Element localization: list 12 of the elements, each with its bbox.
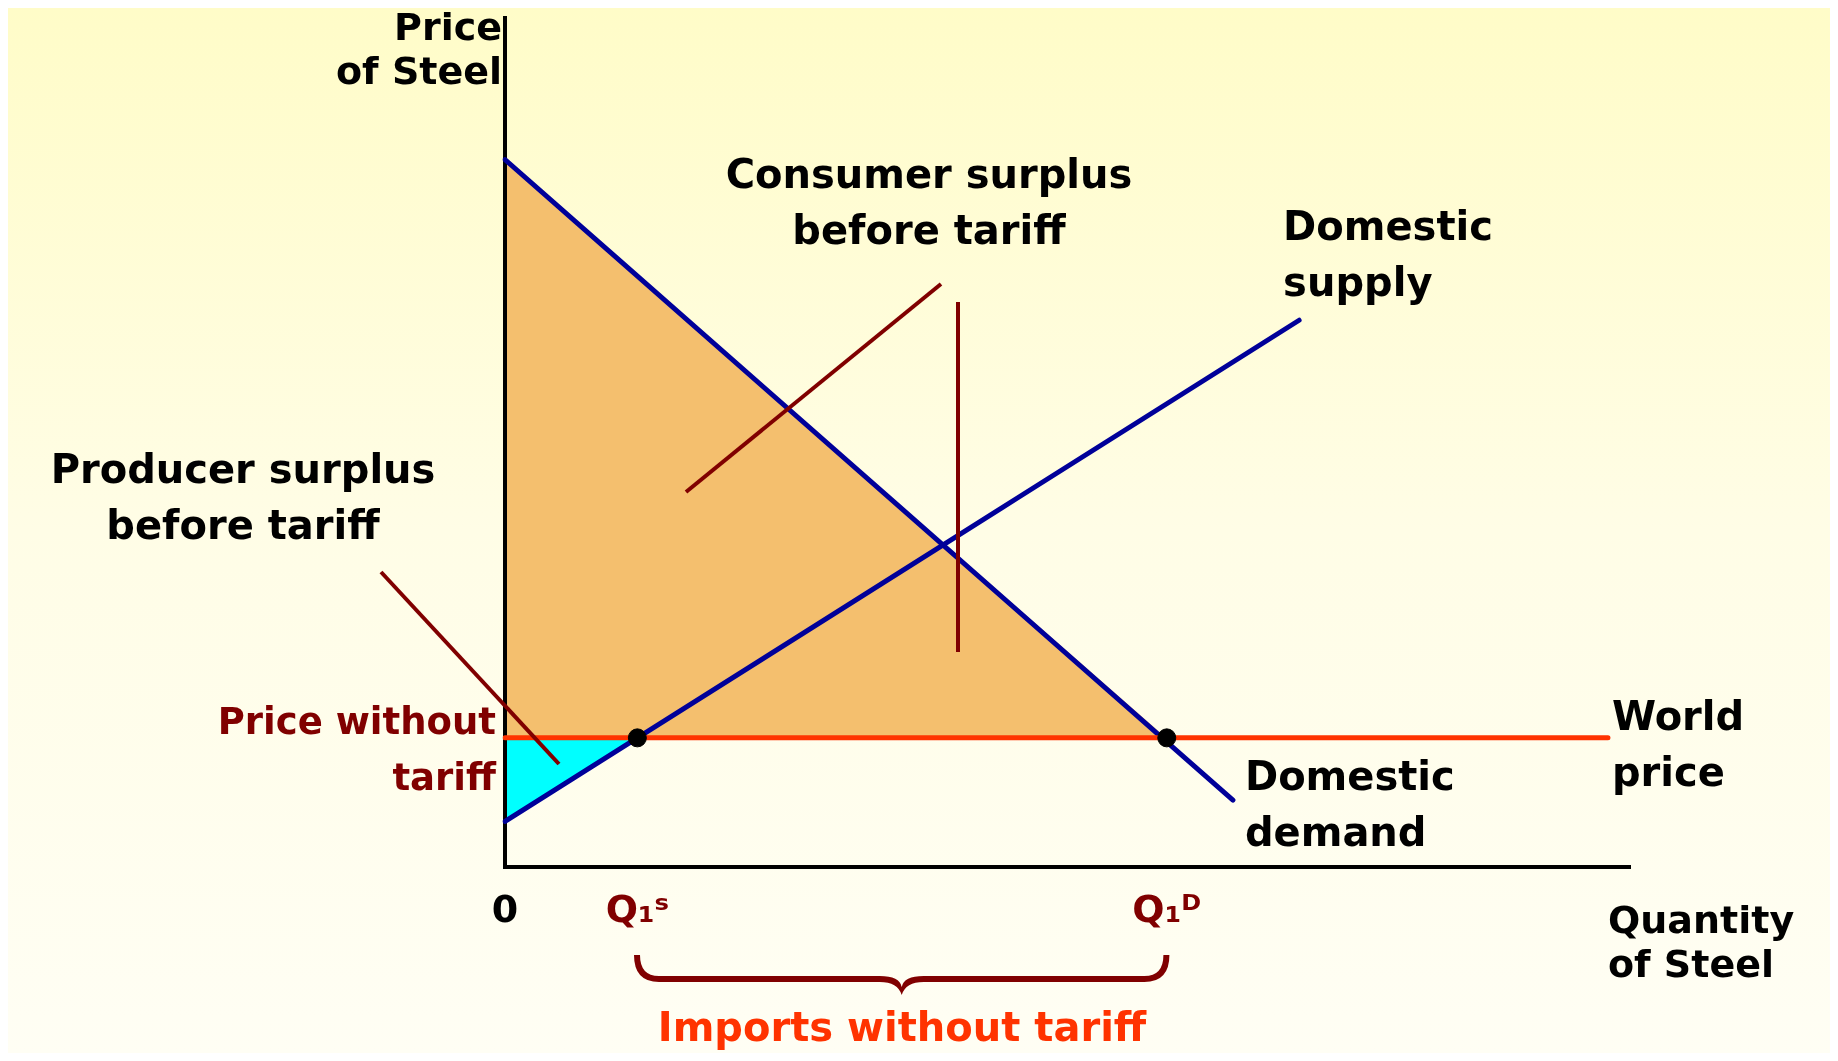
series-label: World price [1611, 693, 1745, 796]
text: Producer surplus before tariff [50, 446, 436, 549]
x-tick-label: Q₁ˢ [605, 887, 670, 932]
text: Price without tariff [217, 699, 498, 799]
x-axis-title: Quantity of Steel [1608, 897, 1795, 986]
y-axis-title: Price of Steel [336, 4, 502, 93]
annotation: Consumer surplus before tariff [725, 151, 1133, 254]
x-tick-label: Q₁ᴰ [1132, 887, 1202, 932]
series-label: Domestic demand [1244, 752, 1455, 855]
text: Imports without tariff [657, 1004, 1147, 1051]
series-label: Domestic supply [1283, 202, 1493, 305]
x-tick-label: 0 [491, 887, 519, 932]
